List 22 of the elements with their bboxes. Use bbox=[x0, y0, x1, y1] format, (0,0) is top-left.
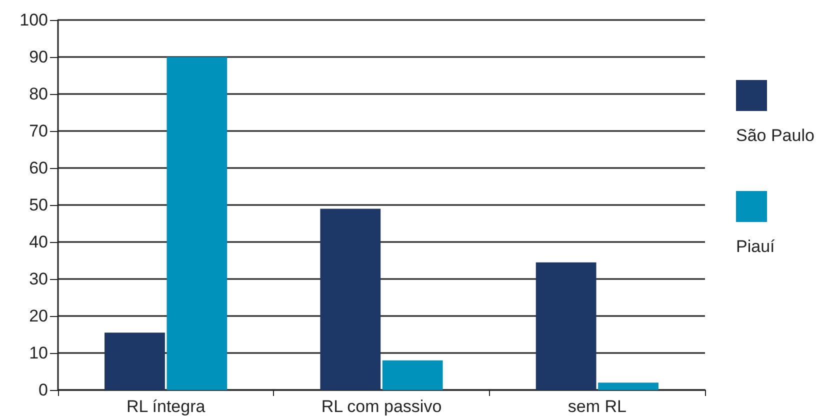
y-tick-label: 100 bbox=[20, 10, 48, 30]
y-tick-label: 40 bbox=[29, 232, 48, 252]
bar bbox=[104, 332, 165, 390]
y-tick-label: 80 bbox=[29, 84, 48, 104]
x-tick-label: RL com passivo bbox=[321, 397, 442, 416]
y-tick-label: 70 bbox=[29, 122, 48, 140]
y-tick-label: 90 bbox=[29, 48, 48, 66]
bar bbox=[382, 360, 443, 390]
bar bbox=[536, 262, 596, 390]
y-tick-label: 30 bbox=[29, 270, 48, 288]
y-tick-label: 0 bbox=[38, 380, 48, 400]
legend-label: Piauí bbox=[736, 237, 776, 256]
y-tick-label: 20 bbox=[29, 306, 48, 326]
bar bbox=[320, 208, 381, 390]
bar bbox=[598, 382, 658, 390]
legend-label: São Paulo bbox=[736, 126, 814, 145]
x-tick-label: sem RL bbox=[568, 397, 626, 416]
y-tick-label: 50 bbox=[29, 196, 48, 214]
y-tick-label: 60 bbox=[29, 158, 48, 178]
bar bbox=[166, 57, 228, 390]
y-tick-label: 10 bbox=[29, 344, 48, 362]
x-tick-label: RL íntegra bbox=[126, 397, 206, 416]
